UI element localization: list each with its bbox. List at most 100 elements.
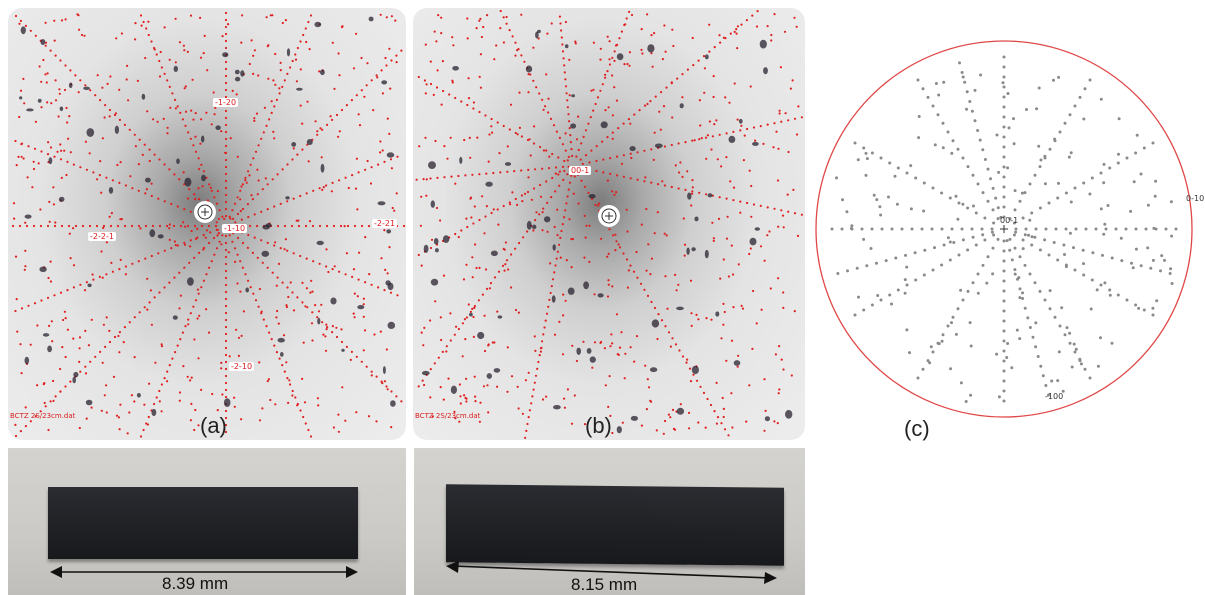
laue-spot: [224, 276, 228, 280]
pole-point: [1008, 248, 1012, 252]
reflection: [320, 69, 325, 76]
pole-point: [1043, 154, 1047, 158]
laue-spot: [509, 203, 512, 206]
laue-spot: [439, 316, 442, 319]
laue-spot: [511, 191, 514, 194]
laue-spot: [454, 417, 457, 420]
laue-spot: [670, 143, 673, 147]
pole-point: [1064, 227, 1068, 231]
reflection: [47, 345, 52, 353]
laue-spot: [325, 328, 328, 331]
pole-point: [1002, 135, 1006, 139]
laue-spot: [77, 91, 80, 94]
laue-spot: [660, 91, 663, 94]
laue-spot: [536, 367, 539, 370]
laue-spot: [246, 203, 249, 206]
laue-spot: [168, 168, 171, 171]
laue-spot: [393, 209, 396, 212]
laue-spot: [118, 181, 121, 184]
laue-spot: [179, 338, 182, 341]
laue-spot: [53, 294, 56, 297]
laue-spot: [59, 143, 62, 146]
laue-spot: [554, 190, 557, 193]
laue-spot: [57, 115, 60, 118]
pole-point: [1002, 239, 1006, 243]
laue-spot: [355, 355, 358, 358]
laue-spot: [599, 58, 602, 61]
pole-point: [1131, 266, 1135, 270]
laue-spot: [322, 186, 325, 189]
pole-point: [961, 156, 965, 160]
laue-spot: [294, 396, 297, 399]
laue-spot: [310, 279, 313, 282]
laue-spot: [202, 248, 205, 251]
laue-spot: [40, 150, 43, 153]
laue-spot: [613, 86, 616, 89]
laue-spot: [646, 378, 649, 381]
laue-spot: [224, 130, 228, 134]
laue-spot: [641, 52, 644, 55]
laue-spot: [52, 203, 56, 206]
laue-spot: [595, 169, 598, 173]
laue-spot: [257, 74, 260, 77]
laue-spot: [12, 202, 16, 205]
laue-spot: [588, 161, 591, 164]
reflection: [157, 234, 164, 239]
hkl-label: -2-10: [229, 362, 255, 371]
pole-point: [1170, 234, 1174, 238]
pole-point: [1142, 308, 1146, 312]
laue-spot: [563, 64, 566, 67]
laue-spot: [497, 223, 500, 226]
laue-spot: [671, 408, 675, 411]
laue-spot: [528, 409, 531, 412]
laue-spot: [683, 254, 686, 257]
laue-spot: [193, 338, 196, 341]
laue-spot: [547, 97, 550, 100]
laue-spot: [229, 137, 232, 140]
laue-spot: [620, 30, 623, 33]
beam-stop-ring: [197, 204, 213, 220]
laue-spot: [594, 102, 597, 106]
laue-spot: [160, 410, 163, 413]
pole-point: [1021, 247, 1025, 251]
laue-spot: [14, 434, 18, 438]
stereo-points: [815, 40, 1193, 418]
pole-label: -100: [1045, 392, 1064, 401]
laue-spot: [54, 221, 57, 224]
laue-spot: [22, 77, 25, 80]
laue-spot: [239, 189, 242, 192]
laue-spot: [550, 285, 553, 288]
laue-spot: [607, 252, 610, 255]
laue-spot: [571, 154, 574, 158]
laue-spot: [295, 219, 298, 222]
laue-spot: [133, 356, 136, 359]
laue-spot: [224, 416, 228, 420]
laue-spot: [146, 277, 149, 280]
laue-spot: [299, 194, 302, 198]
pole-point: [853, 141, 857, 145]
pole-point: [835, 176, 838, 180]
pole-point: [946, 236, 950, 240]
laue-spot: [365, 365, 368, 368]
pole-point: [1082, 181, 1086, 185]
laue-spot: [296, 153, 299, 156]
laue-spot: [717, 217, 721, 220]
pole-point: [1044, 227, 1048, 231]
laue-spot: [247, 215, 250, 219]
pole-point: [1102, 181, 1106, 185]
laue-spot: [33, 302, 37, 305]
laue-spot: [669, 345, 672, 348]
laue-spot: [478, 75, 481, 78]
laue-spot: [561, 50, 565, 53]
laue-spot: [377, 286, 380, 289]
pole-point: [879, 156, 883, 160]
reflection: [442, 235, 450, 244]
reflection: [382, 366, 386, 375]
laue-spot: [458, 420, 461, 423]
laue-spot: [113, 335, 117, 339]
pole-point: [941, 333, 945, 337]
pole-point: [1028, 326, 1032, 329]
pole-point: [983, 158, 987, 161]
laue-spot: [139, 435, 143, 438]
laue-spot: [344, 176, 347, 179]
